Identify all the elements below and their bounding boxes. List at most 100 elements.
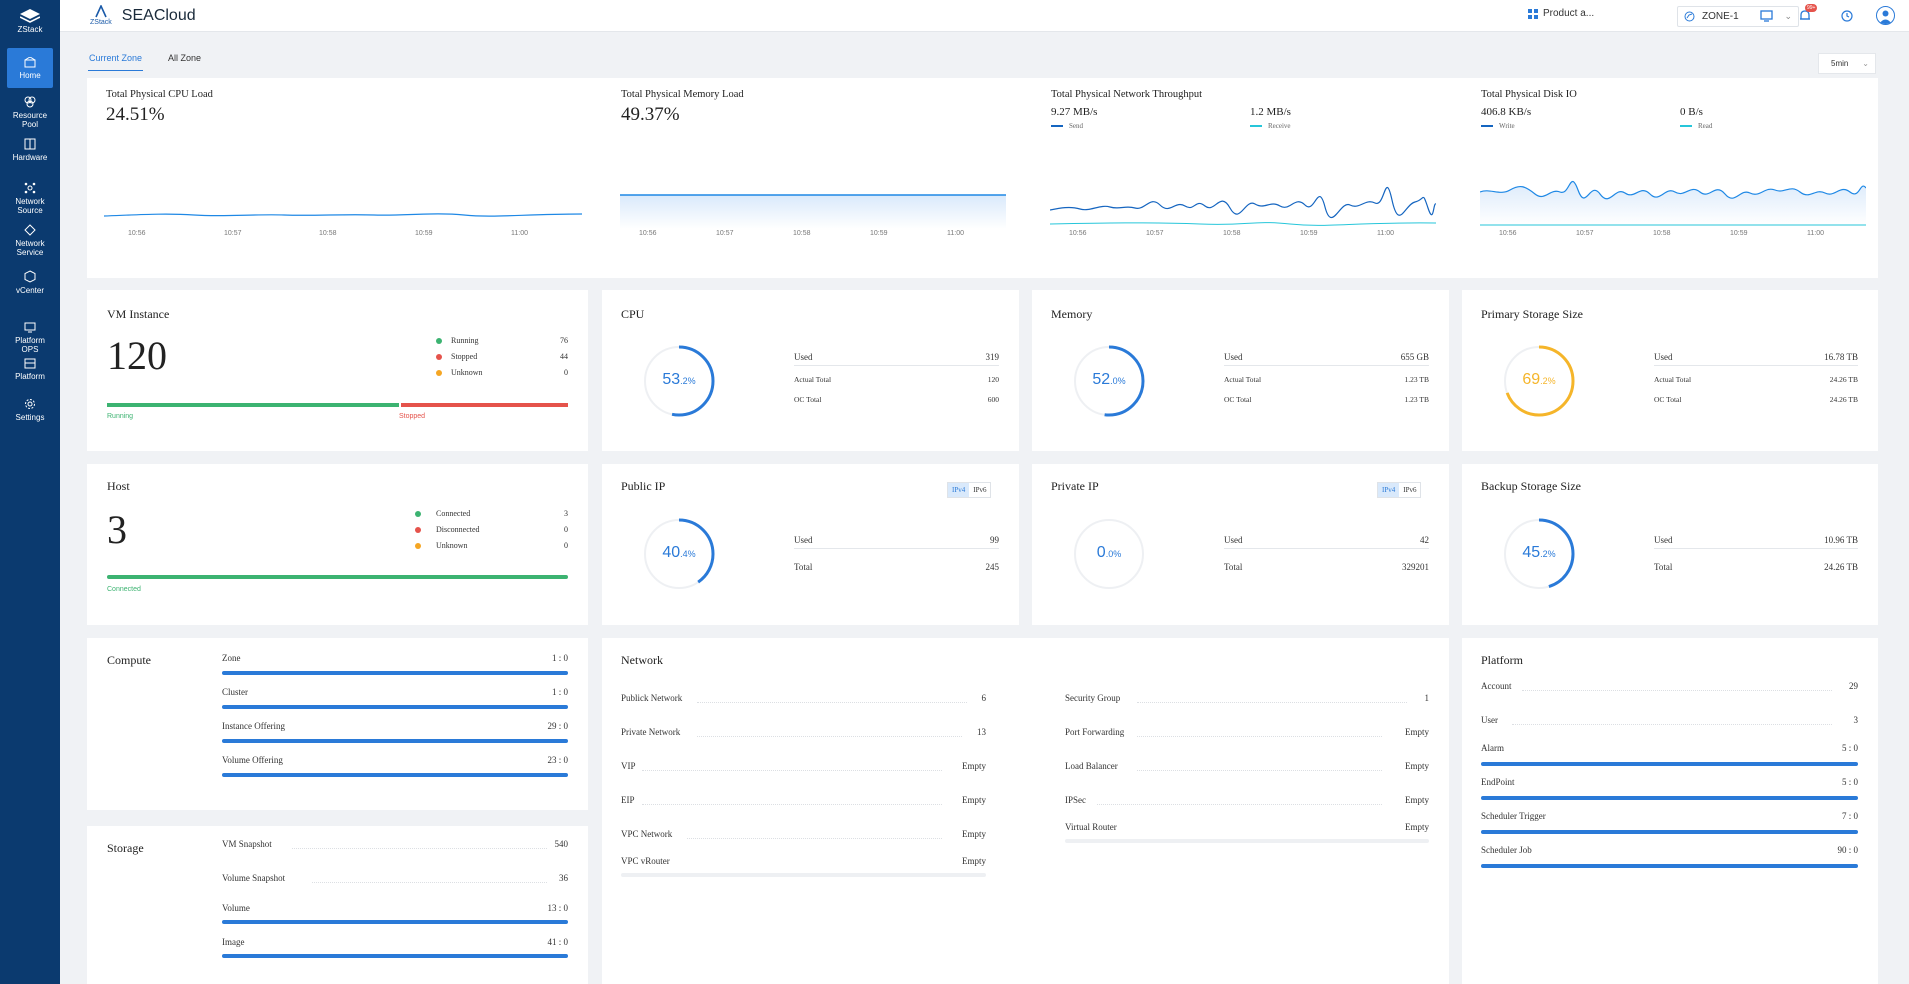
list-item[interactable]: VPC Network Empty — [621, 829, 986, 839]
list-label: IPSec — [1065, 795, 1086, 805]
sidebar-item-resource-pool[interactable]: Resource Pool — [0, 96, 60, 134]
ipv6-toggle[interactable]: IPv6 — [1403, 486, 1417, 494]
list-item[interactable]: Scheduler Job 90 : 0 — [1481, 845, 1858, 855]
list-item[interactable]: IPSec Empty — [1065, 795, 1429, 805]
list-item[interactable]: Alarm 5 : 0 — [1481, 743, 1858, 753]
tick-label: 10:59 — [415, 230, 433, 237]
ipv4-toggle[interactable]: IPv4 — [1378, 483, 1400, 497]
tick-label: 10:56 — [1069, 230, 1087, 237]
list-item[interactable]: Load Balancer Empty — [1065, 761, 1429, 771]
notification-button[interactable]: 99+ — [1799, 4, 1818, 23]
vcenter-icon — [24, 270, 36, 283]
primary-storage-card[interactable]: Primary Storage Size 69.2% Used 16.78 TB … — [1462, 290, 1878, 451]
tick-label: 10:57 — [1146, 230, 1164, 237]
backup-storage-card[interactable]: Backup Storage Size 45.2% Used 10.96 TB T… — [1462, 464, 1878, 625]
legend-connected: Connected 3 — [415, 509, 568, 518]
list-item[interactable]: Security Group 1 — [1065, 693, 1429, 703]
legend-value: 0 — [564, 541, 568, 550]
list-item[interactable]: Image 41 : 0 — [222, 937, 568, 947]
tick-label: 10:56 — [128, 230, 146, 237]
sidebar-item-platform[interactable]: Platform — [0, 354, 60, 394]
list-label: Scheduler Job — [1481, 845, 1532, 855]
sidebar-item-settings[interactable]: Settings — [0, 394, 60, 434]
chevron-down-icon: ⌄ — [1862, 59, 1869, 68]
list-item[interactable]: Cluster 1 : 0 — [222, 687, 568, 697]
tab-all-zone[interactable]: All Zone — [168, 53, 202, 63]
list-item[interactable]: Scheduler Trigger 7 : 0 — [1481, 811, 1858, 821]
product-button[interactable]: Product a... — [1528, 8, 1594, 19]
sidebar-item-network-source[interactable]: Network Source — [0, 178, 60, 224]
product-label: Product a... — [1543, 8, 1595, 19]
sidebar-item-platform-ops[interactable]: Platform OPS — [0, 314, 60, 354]
stat-actual-total: Actual Total 1.23 TB — [1224, 375, 1429, 384]
logo-label: ZStack — [17, 24, 43, 34]
sidebar-item-label: Home — [19, 70, 41, 80]
progress-bar — [222, 671, 568, 675]
monitor-title: Total Physical Disk IO — [1481, 89, 1577, 100]
list-item[interactable]: VIP Empty — [621, 761, 986, 771]
legend-value: 3 — [564, 509, 568, 518]
history-icon[interactable] — [1841, 10, 1853, 22]
stat-used: Used 16.78 TB — [1654, 352, 1858, 366]
app-title: SEACloud — [121, 6, 196, 24]
header-logo[interactable]: ZStack — [90, 5, 112, 26]
memory-card[interactable]: Memory 52.0% Used 655 GB Actual Total 1.23… — [1032, 290, 1449, 451]
stat-value: 245 — [985, 562, 1000, 572]
list-item[interactable]: EIP Empty — [621, 795, 986, 805]
list-item[interactable]: VPC vRouter Empty — [621, 856, 986, 866]
tick-label: 10:57 — [716, 230, 734, 237]
dotted-leader — [1522, 690, 1832, 691]
ipv4-toggle[interactable]: IPv4 — [948, 483, 970, 497]
tab-current-zone[interactable]: Current Zone — [88, 46, 144, 71]
list-item[interactable]: Zone 1 : 0 — [222, 653, 568, 663]
list-item[interactable]: Volume Snapshot 36 — [222, 873, 568, 883]
public-ip-ring — [643, 518, 715, 590]
vm-instance-card[interactable]: VM Instance 120 Running 76 Stopped 44 Unkn… — [87, 290, 588, 451]
platform-icon — [24, 358, 36, 369]
hardware-icon — [24, 138, 36, 150]
list-item[interactable]: Instance Offering 29 : 0 — [222, 721, 568, 731]
tick-label: 11:00 — [1377, 230, 1394, 237]
zone-select[interactable]: ZONE-1 ⌄ — [1677, 6, 1799, 27]
list-value: 1 : 0 — [551, 687, 568, 697]
zstack-logo[interactable]: ZStack — [0, 0, 60, 38]
public-ip-percent: 40.4% — [642, 544, 716, 562]
tick-label: 11:00 — [947, 230, 964, 237]
cpu-card[interactable]: CPU 53.2% Used 319 Actual Total 120 OC Tot… — [602, 290, 1019, 451]
stat-label: Total — [794, 562, 813, 572]
ipv6-toggle[interactable]: IPv6 — [973, 486, 987, 494]
list-item[interactable]: Port Forwarding Empty — [1065, 727, 1429, 737]
stat-actual-total: Actual Total 24.26 TB — [1654, 375, 1858, 384]
dotted-leader — [1137, 770, 1382, 771]
status-dot — [415, 542, 421, 549]
list-item[interactable]: Publick Network 6 — [621, 693, 986, 703]
stopped-segment — [400, 403, 568, 407]
list-label: Virtual Router — [1065, 822, 1117, 832]
list-item[interactable]: VM Snapshot 540 — [222, 839, 568, 849]
zone-value: ZONE-1 — [1702, 11, 1739, 22]
host-card[interactable]: Host 3 Connected 3 Disconnected 0 Unknown 0… — [87, 464, 588, 625]
list-value: Empty — [1405, 761, 1429, 771]
private-ip-card[interactable]: Private IP IPv4 IPv6 0.0% Used 42 Total 32… — [1032, 464, 1449, 625]
list-item[interactable]: User 3 — [1481, 715, 1858, 725]
private-ip-ring — [1073, 518, 1145, 590]
list-item[interactable]: Private Network 13 — [621, 727, 986, 737]
list-value: 540 — [554, 839, 569, 849]
stat-oc-total: OC Total 1.23 TB — [1224, 395, 1429, 404]
sidebar-item-network-service[interactable]: Network Service — [0, 224, 60, 270]
sidebar-item-vcenter[interactable]: vCenter — [0, 270, 60, 314]
time-range-select[interactable]: 5min ⌄ — [1818, 53, 1876, 74]
monitor-icon[interactable] — [1760, 10, 1773, 22]
host-count: 3 — [107, 507, 127, 552]
list-item[interactable]: Account 29 — [1481, 681, 1858, 691]
sidebar-item-home[interactable]: Home — [0, 48, 60, 88]
user-avatar[interactable] — [1876, 6, 1895, 25]
list-item[interactable]: Volume Offering 23 : 0 — [222, 755, 568, 765]
ip-version-toggle: IPv4 IPv6 — [947, 482, 992, 498]
list-item[interactable]: EndPoint 5 : 0 — [1481, 777, 1858, 787]
sidebar-item-hardware[interactable]: Hardware — [0, 134, 60, 178]
list-item[interactable]: Virtual Router Empty — [1065, 822, 1429, 832]
list-item[interactable]: Volume 13 : 0 — [222, 903, 568, 913]
zstack-logo-icon — [95, 5, 107, 18]
public-ip-card[interactable]: Public IP IPv4 IPv6 40.4% Used 99 Total 24… — [602, 464, 1019, 625]
